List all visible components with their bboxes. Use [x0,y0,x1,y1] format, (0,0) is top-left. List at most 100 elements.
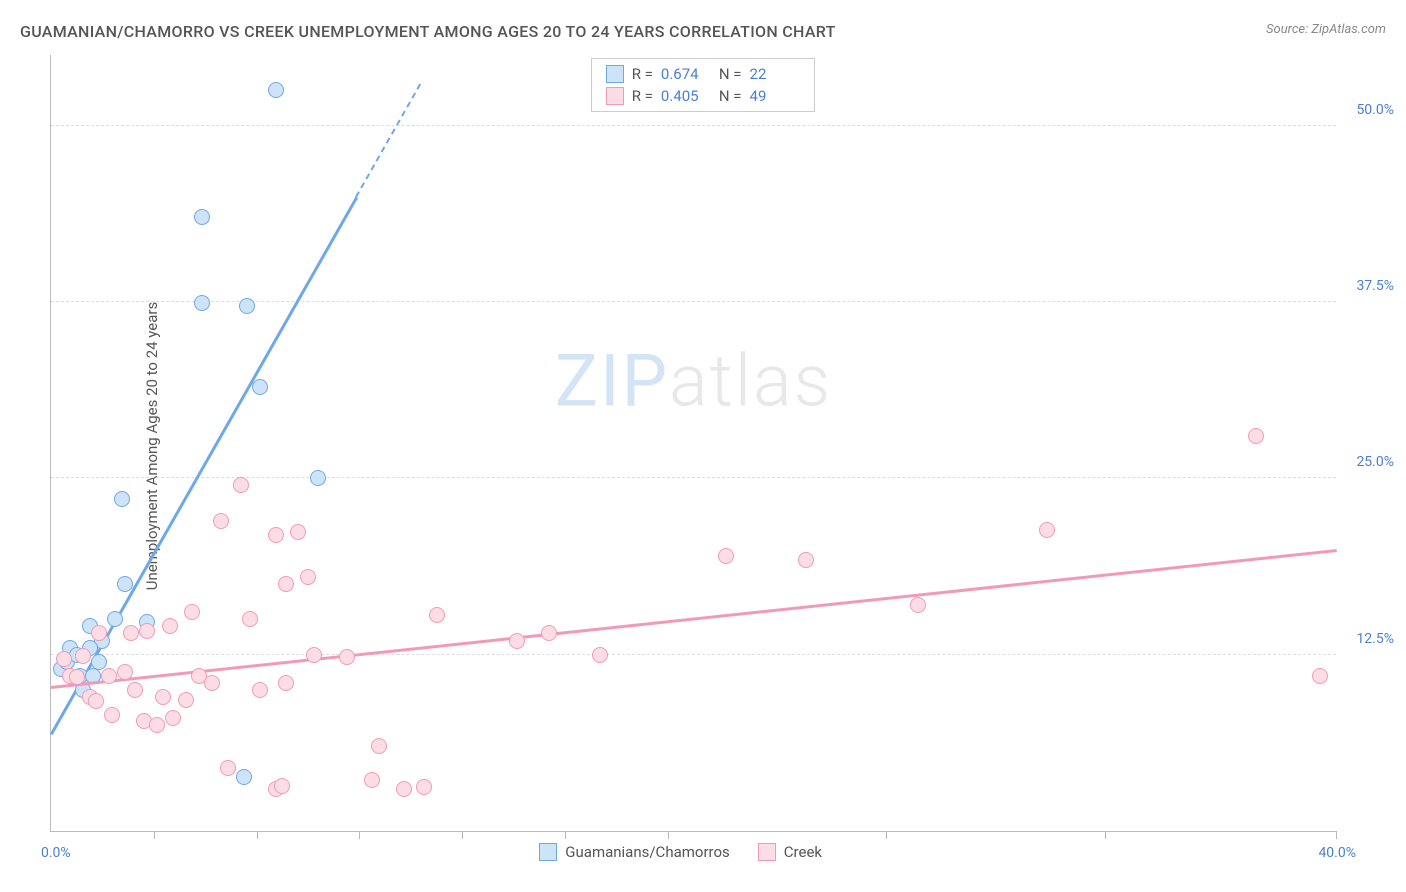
x-axis-max-label: 40.0% [1318,845,1356,861]
watermark-atlas: atlas [669,338,832,423]
scatter-point [268,527,284,543]
scatter-point [155,689,171,705]
plot-area: ZIPatlas R =0.674N =22R =0.405N =49 0.0%… [50,55,1336,832]
scatter-point [104,707,120,723]
x-tick [1336,831,1337,839]
scatter-point [268,82,284,98]
x-tick [565,831,566,839]
scatter-point [162,618,178,634]
source-attribution: Source: ZipAtlas.com [1266,22,1386,37]
scatter-point [416,779,432,795]
y-tick-label: 25.0% [1356,454,1394,470]
scatter-point [88,693,104,709]
scatter-point [194,295,210,311]
scatter-point [252,379,268,395]
x-tick [886,831,887,839]
scatter-point [371,738,387,754]
legend-stats-row: R = 0.674 N = 22 [606,63,800,85]
scatter-point [278,576,294,592]
stat-n-label: N = [719,87,742,105]
scatter-point [139,623,155,639]
scatter-point [242,611,258,627]
scatter-point [300,569,316,585]
bottom-legend-item: Creek [758,843,822,861]
legend-swatch [606,87,624,105]
x-tick [462,831,463,839]
scatter-point [339,649,355,665]
stat-n-value: 22 [750,65,800,83]
legend-swatch [758,843,776,861]
scatter-point [91,625,107,641]
scatter-point [75,648,91,664]
scatter-point [798,552,814,568]
scatter-point [107,611,123,627]
scatter-point [220,760,236,776]
scatter-point [252,682,268,698]
scatter-point [233,477,249,493]
scatter-point [114,491,130,507]
scatter-point [194,209,210,225]
scatter-point [91,654,107,670]
scatter-point [117,664,133,680]
scatter-point [396,781,412,797]
stat-r-value: 0.674 [661,65,711,83]
stat-n-label: N = [719,65,742,83]
stat-r-value: 0.405 [661,87,711,105]
scatter-point [306,647,322,663]
scatter-point [310,470,326,486]
scatter-point [910,597,926,613]
stat-r-label: R = [632,87,653,105]
y-tick-label: 12.5% [1356,631,1394,647]
scatter-point [429,607,445,623]
scatter-point [239,298,255,314]
watermark: ZIPatlas [555,338,832,423]
scatter-point [165,710,181,726]
x-tick [154,831,155,839]
legend-series-name: Creek [784,843,822,861]
x-tick [1105,831,1106,839]
scatter-point [718,548,734,564]
scatter-point [127,682,143,698]
stat-r-label: R = [632,65,653,83]
scatter-point [1248,428,1264,444]
x-tick [257,831,258,839]
legend-stats-box: R = 0.674 N = 22 R = 0.405 N = 49 [591,58,815,112]
regression-line-extrapolated [356,84,422,198]
y-tick-label: 37.5% [1356,278,1394,294]
scatter-point [101,668,117,684]
scatter-point [541,625,557,641]
scatter-point [290,524,306,540]
scatter-point [278,675,294,691]
bottom-legend: Guamanians/Chamorros Creek [539,843,822,861]
legend-series-name: Guamanians/Chamorros [565,843,729,861]
x-tick [668,831,669,839]
scatter-point [184,604,200,620]
scatter-point [1312,668,1328,684]
scatter-point [204,675,220,691]
scatter-point [117,576,133,592]
x-tick [359,831,360,839]
watermark-zip: ZIP [555,338,669,423]
y-tick-label: 50.0% [1356,102,1394,118]
scatter-point [149,717,165,733]
scatter-point [592,647,608,663]
scatter-point [56,651,72,667]
scatter-point [123,625,139,641]
scatter-point [1039,522,1055,538]
stat-n-value: 49 [750,87,800,105]
scatter-point [178,692,194,708]
gridline-horizontal [51,125,1336,126]
bottom-legend-item: Guamanians/Chamorros [539,843,729,861]
chart-title: GUAMANIAN/CHAMORRO VS CREEK UNEMPLOYMENT… [20,22,836,41]
scatter-point [69,669,85,685]
legend-swatch [606,65,624,83]
scatter-point [274,778,290,794]
scatter-point [364,772,380,788]
chart-container: GUAMANIAN/CHAMORRO VS CREEK UNEMPLOYMENT… [0,0,1406,892]
scatter-point [213,513,229,529]
x-axis-min-label: 0.0% [41,845,71,861]
scatter-point [236,769,252,785]
legend-stats-row: R = 0.405 N = 49 [606,85,800,107]
scatter-point [509,633,525,649]
gridline-horizontal [51,654,1336,655]
